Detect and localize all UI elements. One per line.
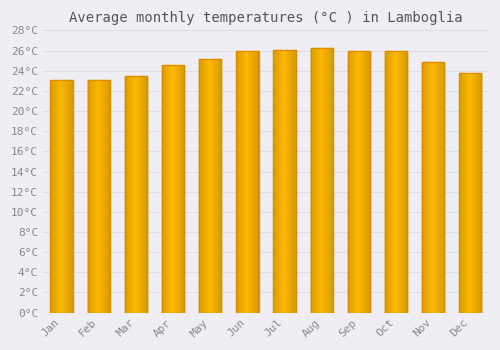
Bar [422,62,444,313]
Bar [274,50,295,313]
Bar [50,80,72,313]
Bar [88,80,110,313]
Bar [459,73,481,313]
Title: Average monthly temperatures (°C ) in Lamboglia: Average monthly temperatures (°C ) in La… [69,11,462,25]
Bar [199,59,222,313]
Bar [385,51,407,313]
Bar [124,76,147,313]
Bar [348,51,370,313]
Bar [236,51,258,313]
Bar [162,65,184,313]
Bar [310,48,333,313]
